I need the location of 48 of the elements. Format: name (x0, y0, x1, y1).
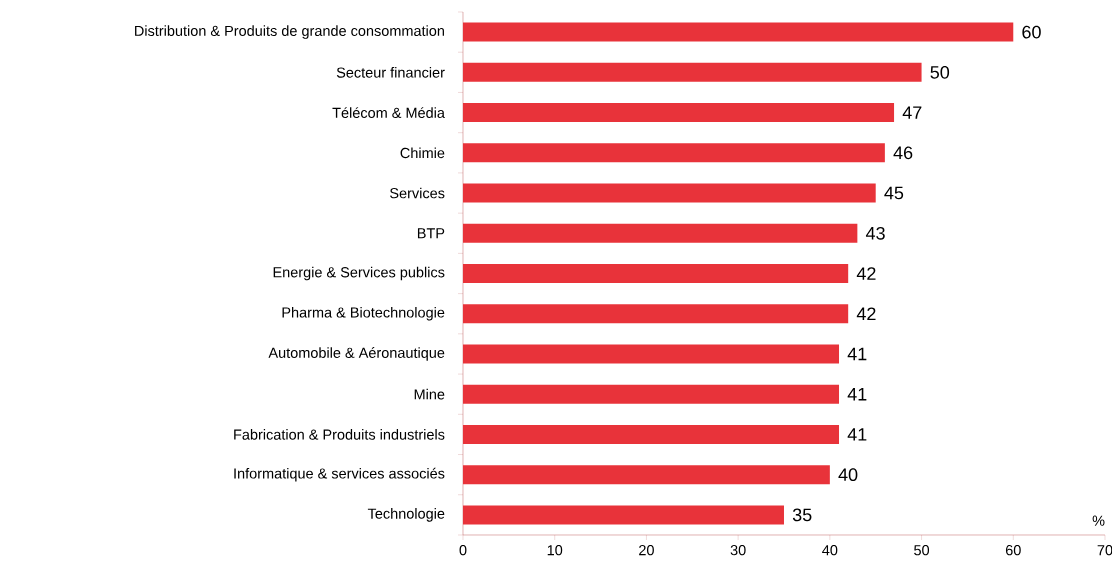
x-tick-label: 10 (547, 545, 563, 556)
data-label: 46 (893, 146, 913, 160)
bar (463, 465, 830, 485)
bar (463, 223, 858, 243)
y-tick-label: BTP (417, 228, 445, 239)
x-tick-label: 60 (1005, 545, 1021, 556)
data-label: 41 (847, 387, 867, 401)
y-tick-label: Télécom & Média (332, 107, 445, 118)
bar (463, 103, 895, 123)
x-tick-label: 40 (822, 545, 838, 556)
bar (463, 344, 840, 364)
bar (463, 22, 1014, 42)
y-tick-label: Secteur financier (336, 67, 445, 78)
data-label: 42 (856, 307, 876, 321)
y-tick-label: Pharma & Biotechnologie (282, 306, 445, 321)
data-label: 47 (902, 106, 922, 119)
y-tick-label: Automobile & Aéronautique (268, 347, 445, 361)
bar (463, 304, 849, 324)
y-tick-label: Technologie (367, 508, 445, 522)
x-axis-title: % (1092, 515, 1105, 526)
y-tick-label: Chimie (400, 147, 445, 159)
data-label: 35 (792, 508, 812, 522)
y-tick-label: Informatique & services associés (234, 467, 445, 482)
data-label: 40 (838, 468, 858, 482)
data-label: 41 (847, 428, 867, 441)
data-label: 45 (884, 186, 904, 200)
x-tick-label: 50 (914, 545, 930, 556)
data-label: 41 (847, 347, 867, 361)
x-tick-label: 20 (639, 545, 654, 556)
y-tick-label: Mine (414, 388, 445, 400)
bar (463, 62, 922, 82)
x-tick-label: 30 (730, 545, 746, 556)
bar (463, 505, 784, 525)
y-tick-label: Distribution & Produits de grande consommation (135, 25, 444, 39)
bar (463, 424, 840, 444)
y-tick-label: Energie & Services publics (273, 266, 445, 281)
data-label: 42 (856, 267, 876, 280)
x-tick-label: 0 (459, 545, 467, 556)
data-label: 60 (1022, 25, 1041, 39)
data-label: 50 (930, 65, 950, 79)
bar (463, 264, 849, 283)
bar (463, 183, 876, 203)
data-label: 43 (865, 226, 885, 240)
bar (463, 143, 885, 163)
y-tick-label: Fabrication & Produits industriels (234, 429, 445, 440)
bar (463, 384, 840, 404)
x-tick-label: 70 (1097, 545, 1112, 556)
y-tick-label: Services (390, 187, 445, 199)
